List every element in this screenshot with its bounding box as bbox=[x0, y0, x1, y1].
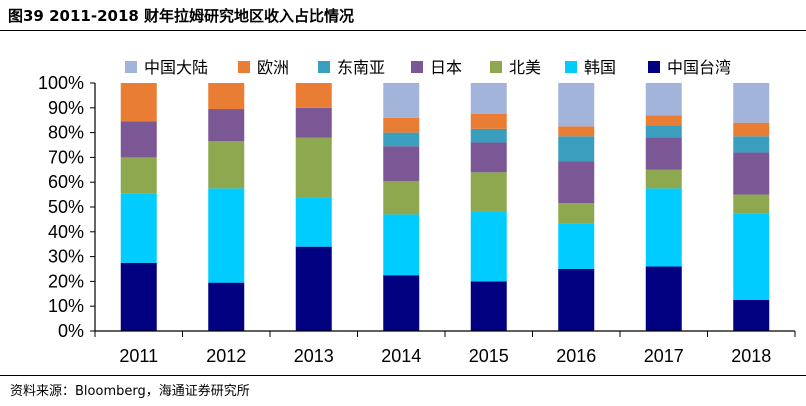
bar-segment bbox=[645, 169, 682, 189]
y-tick-label: 10% bbox=[48, 296, 84, 316]
legend-item: 中国台湾 bbox=[648, 58, 731, 77]
bar-segment bbox=[470, 172, 507, 212]
bar-segment bbox=[383, 146, 420, 181]
bar-segment bbox=[558, 203, 595, 224]
axes: 0% 10% 20% 30% 40% 50% 60% 70% 80% 90% 100% 2011 201… bbox=[38, 73, 796, 366]
bar-segment bbox=[558, 161, 595, 204]
legend-swatch bbox=[648, 61, 660, 73]
bar-segment bbox=[470, 211, 507, 282]
bar-segment bbox=[120, 121, 157, 158]
bar-segment bbox=[558, 126, 595, 137]
x-tick-label: 2012 bbox=[206, 346, 246, 366]
bar-segment bbox=[295, 137, 332, 198]
bar-segment bbox=[383, 117, 420, 133]
x-tick-label: 2013 bbox=[294, 346, 334, 366]
legend-swatch bbox=[318, 61, 330, 73]
bar-segment bbox=[208, 282, 245, 331]
bar-segment bbox=[383, 83, 420, 118]
x-tick-label: 2015 bbox=[469, 346, 509, 366]
legend-item: 北美 bbox=[490, 58, 541, 77]
bar-segment bbox=[383, 214, 420, 276]
bar-segment bbox=[645, 115, 682, 126]
y-tick-label: 100% bbox=[38, 73, 84, 93]
bar-segment bbox=[295, 83, 332, 108]
legend-swatch bbox=[490, 61, 502, 73]
bar-segment bbox=[645, 137, 682, 170]
title-divider bbox=[0, 30, 806, 31]
legend-swatch bbox=[565, 61, 577, 73]
bars bbox=[120, 83, 770, 331]
y-tick-label: 50% bbox=[48, 197, 84, 217]
bar-segment bbox=[208, 83, 245, 110]
legend-item: 韩国 bbox=[565, 58, 616, 77]
legend-label: 韩国 bbox=[584, 58, 616, 77]
bar-segment bbox=[558, 136, 595, 162]
bar-segment bbox=[470, 83, 507, 114]
bar-segment bbox=[470, 114, 507, 129]
legend-swatch bbox=[238, 61, 250, 73]
bar-segment bbox=[733, 136, 770, 153]
bar-segment bbox=[120, 157, 157, 194]
bar-segment bbox=[470, 128, 507, 143]
legend-label: 中国台湾 bbox=[667, 58, 731, 77]
bar-segment bbox=[470, 281, 507, 331]
bar-segment bbox=[295, 107, 332, 138]
legend-item: 欧洲 bbox=[238, 58, 289, 77]
legend: 中国大陆 欧洲 东南亚 日本 北美 韩国 中国台湾 bbox=[125, 58, 731, 77]
bar-segment bbox=[733, 194, 770, 214]
legend-swatch bbox=[411, 61, 423, 73]
bar-segment bbox=[645, 188, 682, 267]
x-tick-label: 2011 bbox=[119, 346, 158, 366]
x-tick-label: 2014 bbox=[381, 346, 421, 366]
bar-segment bbox=[733, 152, 770, 195]
legend-label: 日本 bbox=[430, 58, 462, 77]
y-tick-label: 40% bbox=[48, 222, 84, 242]
y-tick-label: 30% bbox=[48, 247, 84, 267]
y-tick-label: 20% bbox=[48, 271, 84, 291]
bar-segment bbox=[470, 142, 507, 173]
source-note: 资料来源：Bloomberg，海通证券研究所 bbox=[10, 384, 250, 399]
legend-label: 东南亚 bbox=[337, 58, 385, 77]
bar-segment bbox=[208, 109, 245, 142]
y-tick-label: 70% bbox=[48, 147, 84, 167]
bar-segment bbox=[558, 269, 595, 331]
x-tick-label: 2018 bbox=[731, 346, 771, 366]
legend-item: 中国大陆 bbox=[125, 58, 208, 77]
bar-segment bbox=[295, 246, 332, 331]
y-tick-label: 60% bbox=[48, 172, 84, 192]
bar-segment bbox=[733, 83, 770, 123]
bar-segment bbox=[120, 193, 157, 263]
bar-segment bbox=[645, 125, 682, 138]
bar-segment bbox=[383, 132, 420, 147]
y-tick-label: 80% bbox=[48, 123, 84, 143]
bar-segment bbox=[383, 275, 420, 331]
legend-item: 日本 bbox=[411, 58, 462, 77]
bar-segment bbox=[383, 180, 420, 215]
bar-segment bbox=[120, 262, 157, 331]
chart-title: 图39 2011-2018 财年拉姆研究地区收入占比情况 bbox=[8, 7, 355, 25]
bar-segment bbox=[733, 300, 770, 331]
bar-segment bbox=[558, 83, 595, 127]
y-tick-label: 90% bbox=[48, 98, 84, 118]
x-tick-label: 2016 bbox=[556, 346, 596, 366]
bar-segment bbox=[208, 188, 245, 283]
legend-swatch bbox=[125, 61, 137, 73]
bar-segment bbox=[558, 223, 595, 269]
bar-segment bbox=[645, 83, 682, 116]
legend-label: 欧洲 bbox=[257, 58, 289, 77]
legend-label: 北美 bbox=[509, 58, 541, 77]
bar-segment bbox=[645, 266, 682, 331]
y-tick-label: 0% bbox=[58, 321, 84, 341]
title-bar: 图39 2011-2018 财年拉姆研究地区收入占比情况 bbox=[0, 0, 806, 30]
bar-segment bbox=[208, 141, 245, 189]
bar-segment bbox=[120, 83, 157, 122]
legend-label: 中国大陆 bbox=[144, 58, 208, 77]
legend-item: 东南亚 bbox=[318, 58, 385, 77]
source-divider bbox=[0, 375, 806, 376]
x-tick-label: 2017 bbox=[644, 346, 684, 366]
bar-segment bbox=[733, 122, 770, 137]
bar-segment bbox=[733, 213, 770, 300]
bar-segment bbox=[295, 197, 332, 247]
